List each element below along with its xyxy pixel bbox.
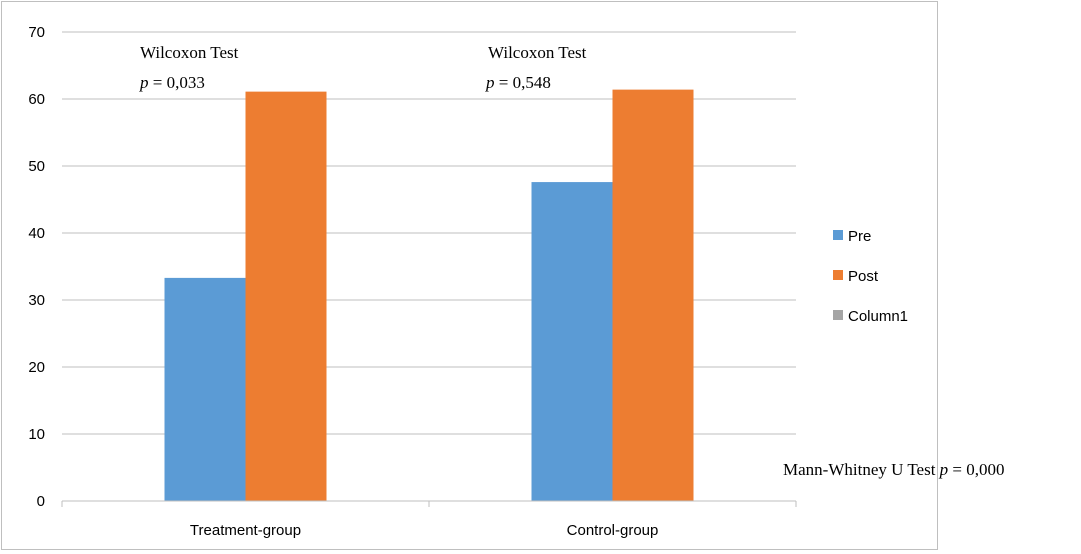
annotation-treatment-title: Wilcoxon Test <box>140 43 239 62</box>
annotation-control-pvalue: p = 0,548 <box>485 73 551 92</box>
y-tick-label: 10 <box>28 426 45 443</box>
legend-swatch-post <box>833 270 843 280</box>
x-category-label: Treatment-group <box>190 522 301 539</box>
p-value: = 0,033 <box>149 73 205 92</box>
legend-label-column1: Column1 <box>848 308 908 325</box>
y-tick-label: 60 <box>28 91 45 108</box>
bar-post-1 <box>612 89 694 502</box>
mann-whitney-title: Mann-Whitney U Test <box>783 460 940 479</box>
y-tick-label: 20 <box>28 359 45 376</box>
legend-label-pre: Pre <box>848 228 871 245</box>
annotation-control: Wilcoxon Test p = 0,548 <box>485 43 587 92</box>
p-value: = 0,000 <box>948 460 1004 479</box>
annotation-treatment-pvalue: p = 0,033 <box>139 73 205 92</box>
annotation-treatment: Wilcoxon Test p = 0,033 <box>139 43 239 92</box>
annotation-control-title: Wilcoxon Test <box>488 43 587 62</box>
p-symbol: p <box>939 460 949 479</box>
bar-pre-0 <box>164 277 246 501</box>
y-tick-label: 70 <box>28 24 45 41</box>
p-value: = 0,548 <box>495 73 551 92</box>
legend: Pre Post Column1 <box>833 228 908 325</box>
annotation-mann-whitney-text: Mann-Whitney U Test p = 0,000 <box>783 460 1005 479</box>
bars <box>164 89 694 502</box>
chart-area <box>1 1 938 550</box>
y-tick-label: 50 <box>28 158 45 175</box>
y-tick-label: 40 <box>28 225 45 242</box>
bar-pre-1 <box>531 182 613 501</box>
annotation-mann-whitney: Mann-Whitney U Test p = 0,000 <box>783 460 1005 479</box>
legend-swatch-pre <box>833 230 843 240</box>
legend-label-post: Post <box>848 268 879 285</box>
x-category-label: Control-group <box>567 522 659 539</box>
y-tick-label: 0 <box>37 493 45 510</box>
legend-swatch-column1 <box>833 310 843 320</box>
y-axis-ticks: 0 10 20 30 40 50 60 70 <box>28 24 45 510</box>
x-axis-labels: Treatment-group Control-group <box>190 522 658 539</box>
axes <box>61 500 797 507</box>
bar-post-0 <box>245 91 327 501</box>
p-symbol: p <box>485 73 495 92</box>
y-tick-label: 30 <box>28 292 45 309</box>
p-symbol: p <box>139 73 149 92</box>
